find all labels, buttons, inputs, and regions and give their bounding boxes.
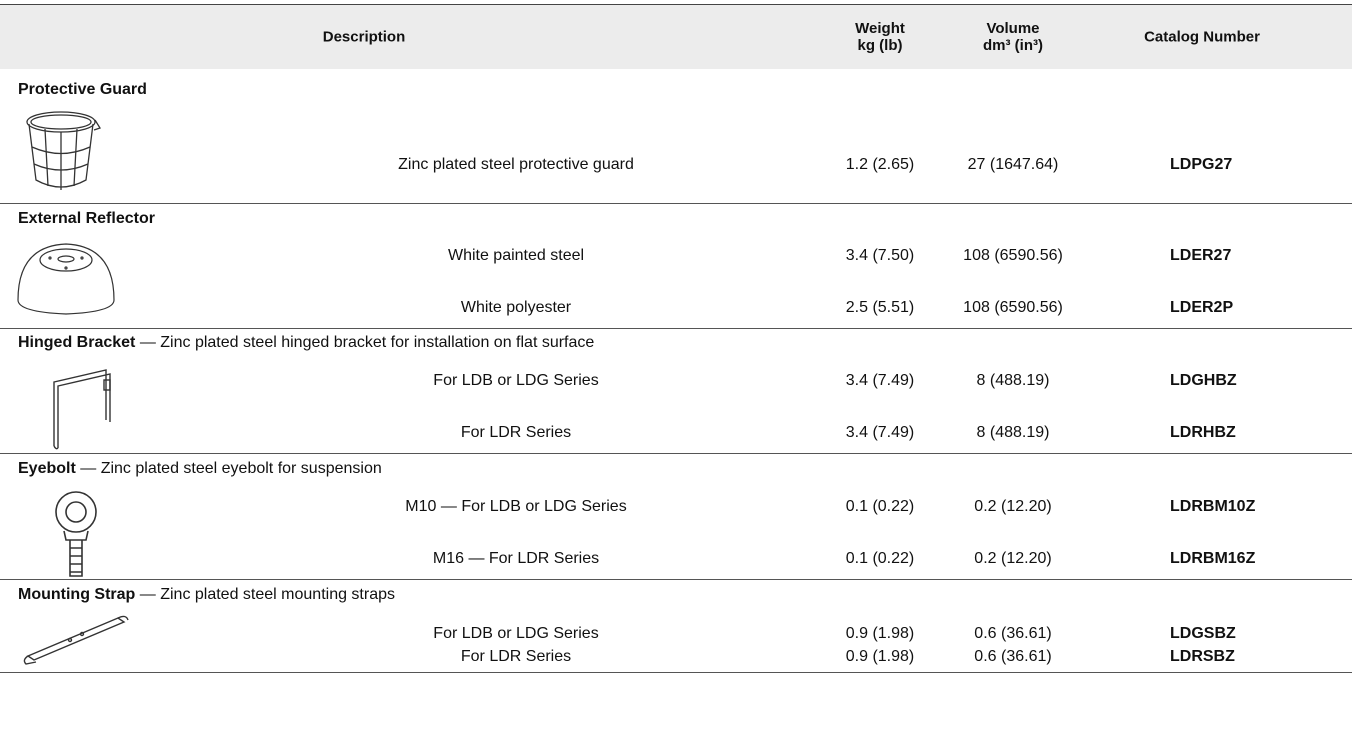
item-description: White polyester <box>460 299 572 316</box>
row-divider <box>0 453 1352 454</box>
item-weight: 3.4 (7.50) <box>845 247 915 264</box>
item-volume: 27 (1647.64) <box>967 156 1059 173</box>
row-divider <box>0 672 1352 673</box>
section-title: External Reflector <box>18 210 155 228</box>
section-title: Protective Guard <box>18 81 147 99</box>
item-weight: 2.5 (5.51) <box>845 299 915 316</box>
header-line: Weight <box>855 20 905 37</box>
section-title: Eyebolt — Zinc plated steel eyebolt for … <box>18 460 382 478</box>
item-catalog: LDGSBZ <box>1170 625 1236 642</box>
section-name: Protective Guard <box>18 81 147 98</box>
item-catalog: LDER2P <box>1170 299 1234 316</box>
item-weight: 0.9 (1.98) <box>845 625 915 642</box>
item-weight: 3.4 (7.49) <box>845 424 915 441</box>
item-volume: 8 (488.19) <box>976 372 1050 389</box>
section-name: Hinged Bracket <box>18 334 136 351</box>
item-weight: 3.4 (7.49) <box>845 372 915 389</box>
item-description: M16 — For LDR Series <box>432 550 600 567</box>
item-catalog: LDRHBZ <box>1170 424 1236 441</box>
product-icon <box>53 369 111 450</box>
section-name: Mounting Strap <box>18 586 136 603</box>
section-name: External Reflector <box>18 210 155 227</box>
item-catalog: LDGHBZ <box>1170 372 1237 389</box>
item-weight: 0.9 (1.98) <box>845 648 915 665</box>
item-volume: 0.2 (12.20) <box>974 550 1052 567</box>
row-divider <box>0 203 1352 204</box>
item-volume: 8 (488.19) <box>976 424 1050 441</box>
row-divider <box>0 579 1352 580</box>
section-note: — Zinc plated steel mounting straps <box>139 586 395 603</box>
item-catalog: LDPG27 <box>1170 156 1233 173</box>
item-description: For LDR Series <box>460 424 572 441</box>
header-cell: Weight kg (lb) <box>855 20 905 54</box>
product-icon <box>23 615 129 665</box>
section-title: Mounting Strap — Zinc plated steel mount… <box>18 586 395 604</box>
item-volume: 108 (6590.56) <box>963 299 1063 316</box>
header-cell: Volume dm³ (in³) <box>983 20 1043 54</box>
item-weight: 1.2 (2.65) <box>845 156 915 173</box>
item-volume: 0.2 (12.20) <box>974 498 1052 515</box>
header-line: dm³ (in³) <box>983 37 1043 54</box>
item-catalog: LDRBM16Z <box>1170 550 1256 567</box>
item-catalog: LDER27 <box>1170 247 1232 264</box>
header-cell: Description <box>322 28 406 46</box>
header-row <box>0 4 1352 69</box>
section-name: Eyebolt <box>18 460 76 477</box>
item-description: For LDB or LDG Series <box>433 372 599 389</box>
section-title: Hinged Bracket — Zinc plated steel hinge… <box>18 334 594 352</box>
item-description: For LDR Series <box>460 648 572 665</box>
item-description: M10 — For LDB or LDG Series <box>405 498 627 515</box>
header-line: kg (lb) <box>857 37 903 54</box>
item-volume: 108 (6590.56) <box>963 247 1063 264</box>
item-description: For LDB or LDG Series <box>433 625 599 642</box>
item-volume: 0.6 (36.61) <box>974 625 1052 642</box>
product-icon <box>17 243 115 315</box>
header-line: Volume <box>986 20 1040 37</box>
section-note: — Zinc plated steel eyebolt for suspensi… <box>80 460 382 477</box>
section-note: — Zinc plated steel hinged bracket for i… <box>139 334 595 351</box>
product-icon <box>26 111 101 190</box>
item-weight: 0.1 (0.22) <box>845 550 915 567</box>
item-catalog: LDRBM10Z <box>1170 498 1256 515</box>
product-icon <box>55 491 97 577</box>
item-description: White painted steel <box>447 247 585 264</box>
item-catalog: LDRSBZ <box>1170 648 1235 665</box>
item-weight: 0.1 (0.22) <box>845 498 915 515</box>
item-description: Zinc plated steel protective guard <box>398 156 634 173</box>
header-cell: Catalog Number <box>1144 28 1260 46</box>
row-divider <box>0 328 1352 329</box>
item-volume: 0.6 (36.61) <box>974 648 1052 665</box>
